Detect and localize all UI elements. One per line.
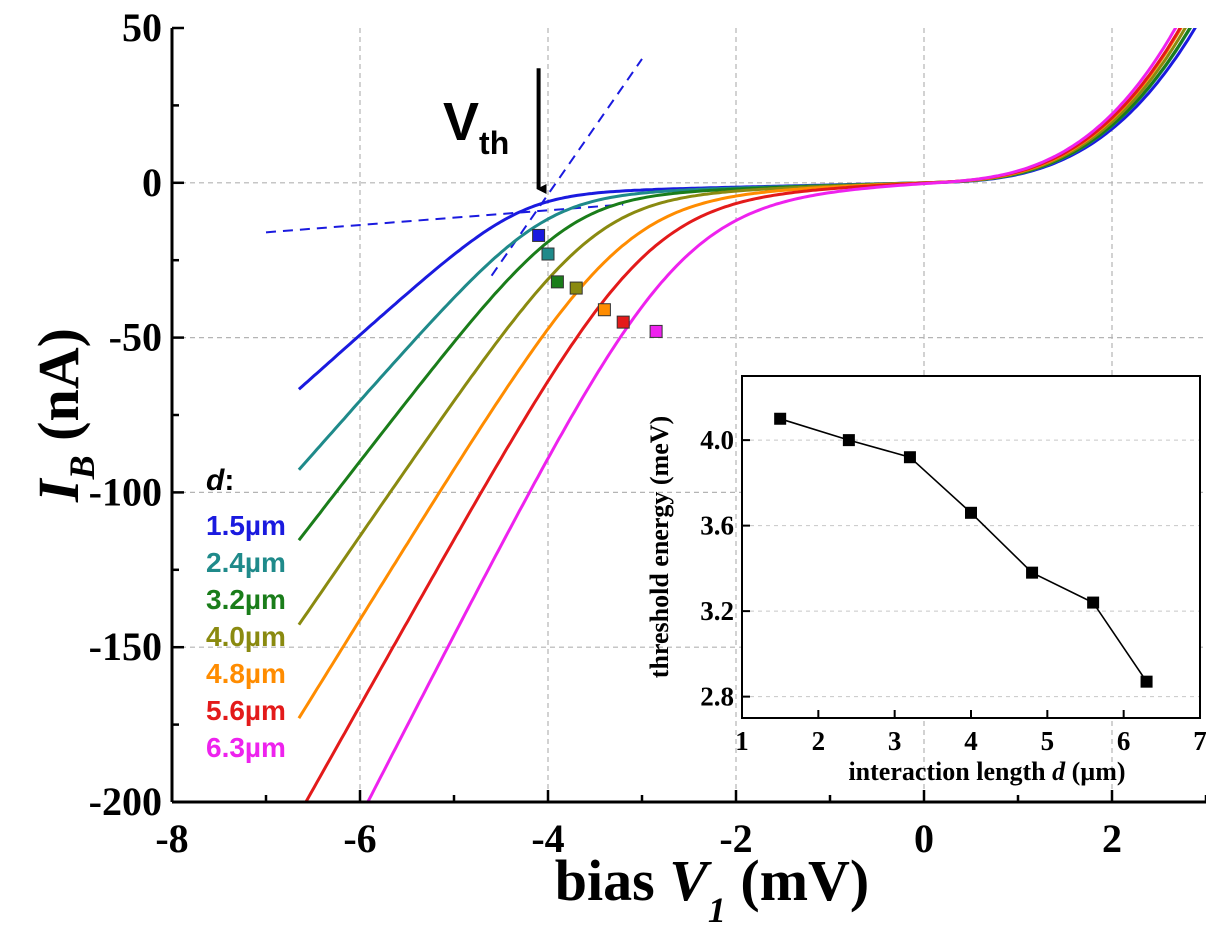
inset-y-axis-label: threshold energy (meV)	[645, 416, 674, 678]
y-axis-label-var: I	[26, 477, 91, 503]
legend-entry-2: 3.2µm	[206, 584, 286, 615]
y-tick-label-1: 0	[142, 160, 162, 205]
inset-point-6	[1140, 675, 1153, 688]
threshold-marker-0	[532, 228, 546, 242]
main-tick-labels: -8 -6 -4 -2 0 2 50 0 -50 -100 -150 -200	[89, 5, 1122, 861]
inset-y-tick-label-1: 3.2	[700, 596, 734, 626]
threshold-marker-4	[597, 303, 611, 317]
inset-x-tick-label-5: 6	[1117, 726, 1131, 756]
y-tick-label-5: -200	[89, 779, 162, 824]
x-tick-label-1: -6	[343, 816, 376, 861]
x-axis-label-unit: (mV)	[726, 848, 869, 913]
inset-x-tick-label-0: 1	[735, 726, 749, 756]
legend-entry-0: 1.5µm	[206, 510, 286, 541]
inset-point-4	[1026, 566, 1039, 579]
inset-y-tick-label-2: 3.6	[700, 511, 734, 541]
threshold-marker-6	[649, 324, 663, 338]
x-axis-label-text: bias	[555, 848, 669, 913]
inset-point-1	[842, 434, 855, 447]
y-axis-label-sub: B	[62, 455, 102, 480]
y-axis-label-unit: (nA)	[26, 328, 91, 455]
threshold-markers	[532, 228, 663, 338]
x-tick-label-3: -2	[719, 816, 752, 861]
y-axis-label: IB (nA)	[26, 328, 102, 503]
inset-point-0	[774, 412, 787, 425]
x-axis-label-sub: 1	[708, 890, 726, 930]
inset-x-axis-label-unit: (µm)	[1065, 757, 1125, 786]
threshold-marker-3	[569, 281, 583, 295]
construction-line-0	[265, 203, 624, 234]
vth-label-sub: th	[479, 125, 509, 161]
series-line-6	[366, 28, 1178, 802]
inset-x-tick-label-1: 2	[812, 726, 826, 756]
inset-x-tick-label-3: 4	[964, 726, 978, 756]
iv-curves	[297, 28, 1197, 802]
threshold-marker-1	[541, 247, 555, 261]
x-tick-label-0: -8	[155, 816, 188, 861]
x-tick-label-2: -4	[531, 816, 564, 861]
y-tick-label-0: 50	[122, 5, 162, 50]
main-axis-labels: bias V1 (mV) IB (nA)	[26, 328, 869, 930]
vth-annotation: Vth	[443, 68, 547, 194]
inset-x-axis-label-text: interaction length	[848, 757, 1052, 786]
inset-point-2	[903, 451, 916, 464]
threshold-marker-5	[616, 315, 630, 329]
y-tick-label-3: -100	[89, 469, 162, 514]
main-axes	[170, 26, 1206, 804]
x-axis-label-var: V	[669, 848, 712, 913]
inset-tick-labels: 1 2 3 4 5 6 7 2.8 3.2 3.6 4.0	[700, 425, 1206, 756]
inset-point-5	[1087, 596, 1100, 609]
inset-points	[774, 412, 1153, 688]
legend: d: 1.5µm 2.4µm 3.2µm 4.0µm 4.8µm 5.6µm 6.3µm	[206, 464, 286, 763]
inset-x-tick-label-4: 5	[1041, 726, 1055, 756]
legend-entry-1: 2.4µm	[206, 547, 286, 578]
inset-x-tick-label-6: 7	[1193, 726, 1206, 756]
x-axis-label: bias V1 (mV)	[555, 848, 869, 930]
vth-label-v: V	[443, 92, 479, 152]
legend-entry-5: 5.6µm	[206, 695, 286, 726]
y-tick-label-2: -50	[109, 315, 162, 360]
legend-title-colon: :	[224, 464, 234, 497]
y-tick-label-4: -150	[89, 624, 162, 669]
inset-y-tick-label-3: 4.0	[700, 425, 734, 455]
inset-x-tick-label-2: 3	[888, 726, 902, 756]
inset-background	[742, 376, 1200, 718]
legend-title-var: d	[206, 464, 225, 497]
threshold-marker-2	[550, 275, 564, 289]
x-tick-label-5: 2	[1102, 816, 1122, 861]
legend-entry-4: 4.8µm	[206, 658, 286, 689]
legend-title: d:	[206, 464, 234, 497]
inset-chart: 1 2 3 4 5 6 7 2.8 3.2 3.6 4.0 interaction length d…	[645, 375, 1206, 786]
legend-entry-6: 6.3µm	[206, 732, 286, 763]
inset-point-3	[965, 506, 977, 519]
inset-x-axis-label-var: d	[1052, 757, 1066, 786]
inset-y-tick-label-0: 2.8	[700, 682, 734, 712]
vth-label: Vth	[443, 92, 509, 161]
inset-x-axis-label: interaction length d (µm)	[848, 757, 1125, 786]
legend-entry-3: 4.0µm	[206, 621, 286, 652]
x-tick-label-4: 0	[914, 816, 934, 861]
